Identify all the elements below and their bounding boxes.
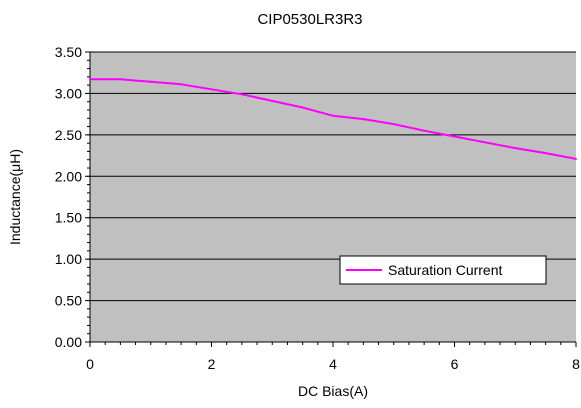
data-point (271, 99, 274, 102)
y-tick-label: 3.00 (55, 85, 82, 101)
y-tick-label: 0.50 (55, 293, 82, 309)
x-axis-ticks: 0 2 4 6 8 (86, 342, 580, 372)
data-point (514, 147, 517, 150)
data-point (89, 78, 91, 81)
data-point (301, 106, 304, 109)
x-axis-label: DC Bias(A) (298, 383, 368, 399)
y-tick-label: 0.00 (55, 334, 82, 350)
data-point (210, 88, 213, 91)
legend: Saturation Current (339, 255, 547, 285)
y-axis-label: Inductance(μH) (7, 149, 23, 245)
y-axis-ticks: 0.00 0.50 1.00 1.50 2.00 2.50 3.00 3.50 (55, 44, 90, 350)
y-tick-label: 3.50 (55, 44, 82, 60)
chart-title: CIP0530LR3R3 (257, 11, 362, 28)
data-point (149, 80, 152, 83)
data-point (240, 93, 243, 96)
x-tick-label: 4 (329, 356, 337, 372)
data-point (362, 118, 365, 121)
y-tick-label: 1.00 (55, 251, 82, 267)
data-point (544, 152, 547, 155)
legend-label: Saturation Current (388, 262, 503, 278)
data-point (483, 141, 486, 144)
x-tick-label: 8 (572, 356, 580, 372)
data-point (119, 78, 122, 81)
data-point (180, 83, 183, 86)
y-tick-label: 1.50 (55, 210, 82, 226)
x-tick-label: 6 (451, 356, 459, 372)
data-point (423, 129, 426, 132)
y-tick-label: 2.00 (55, 168, 82, 184)
plot-area (90, 52, 576, 342)
series-layer (89, 78, 577, 160)
data-point (575, 157, 577, 160)
y-tick-label: 2.50 (55, 127, 82, 143)
x-tick-label: 0 (86, 356, 94, 372)
data-point (332, 114, 334, 117)
data-point (453, 135, 456, 138)
data-point (392, 123, 395, 126)
x-tick-label: 2 (208, 356, 216, 372)
gridlines (90, 51, 576, 302)
